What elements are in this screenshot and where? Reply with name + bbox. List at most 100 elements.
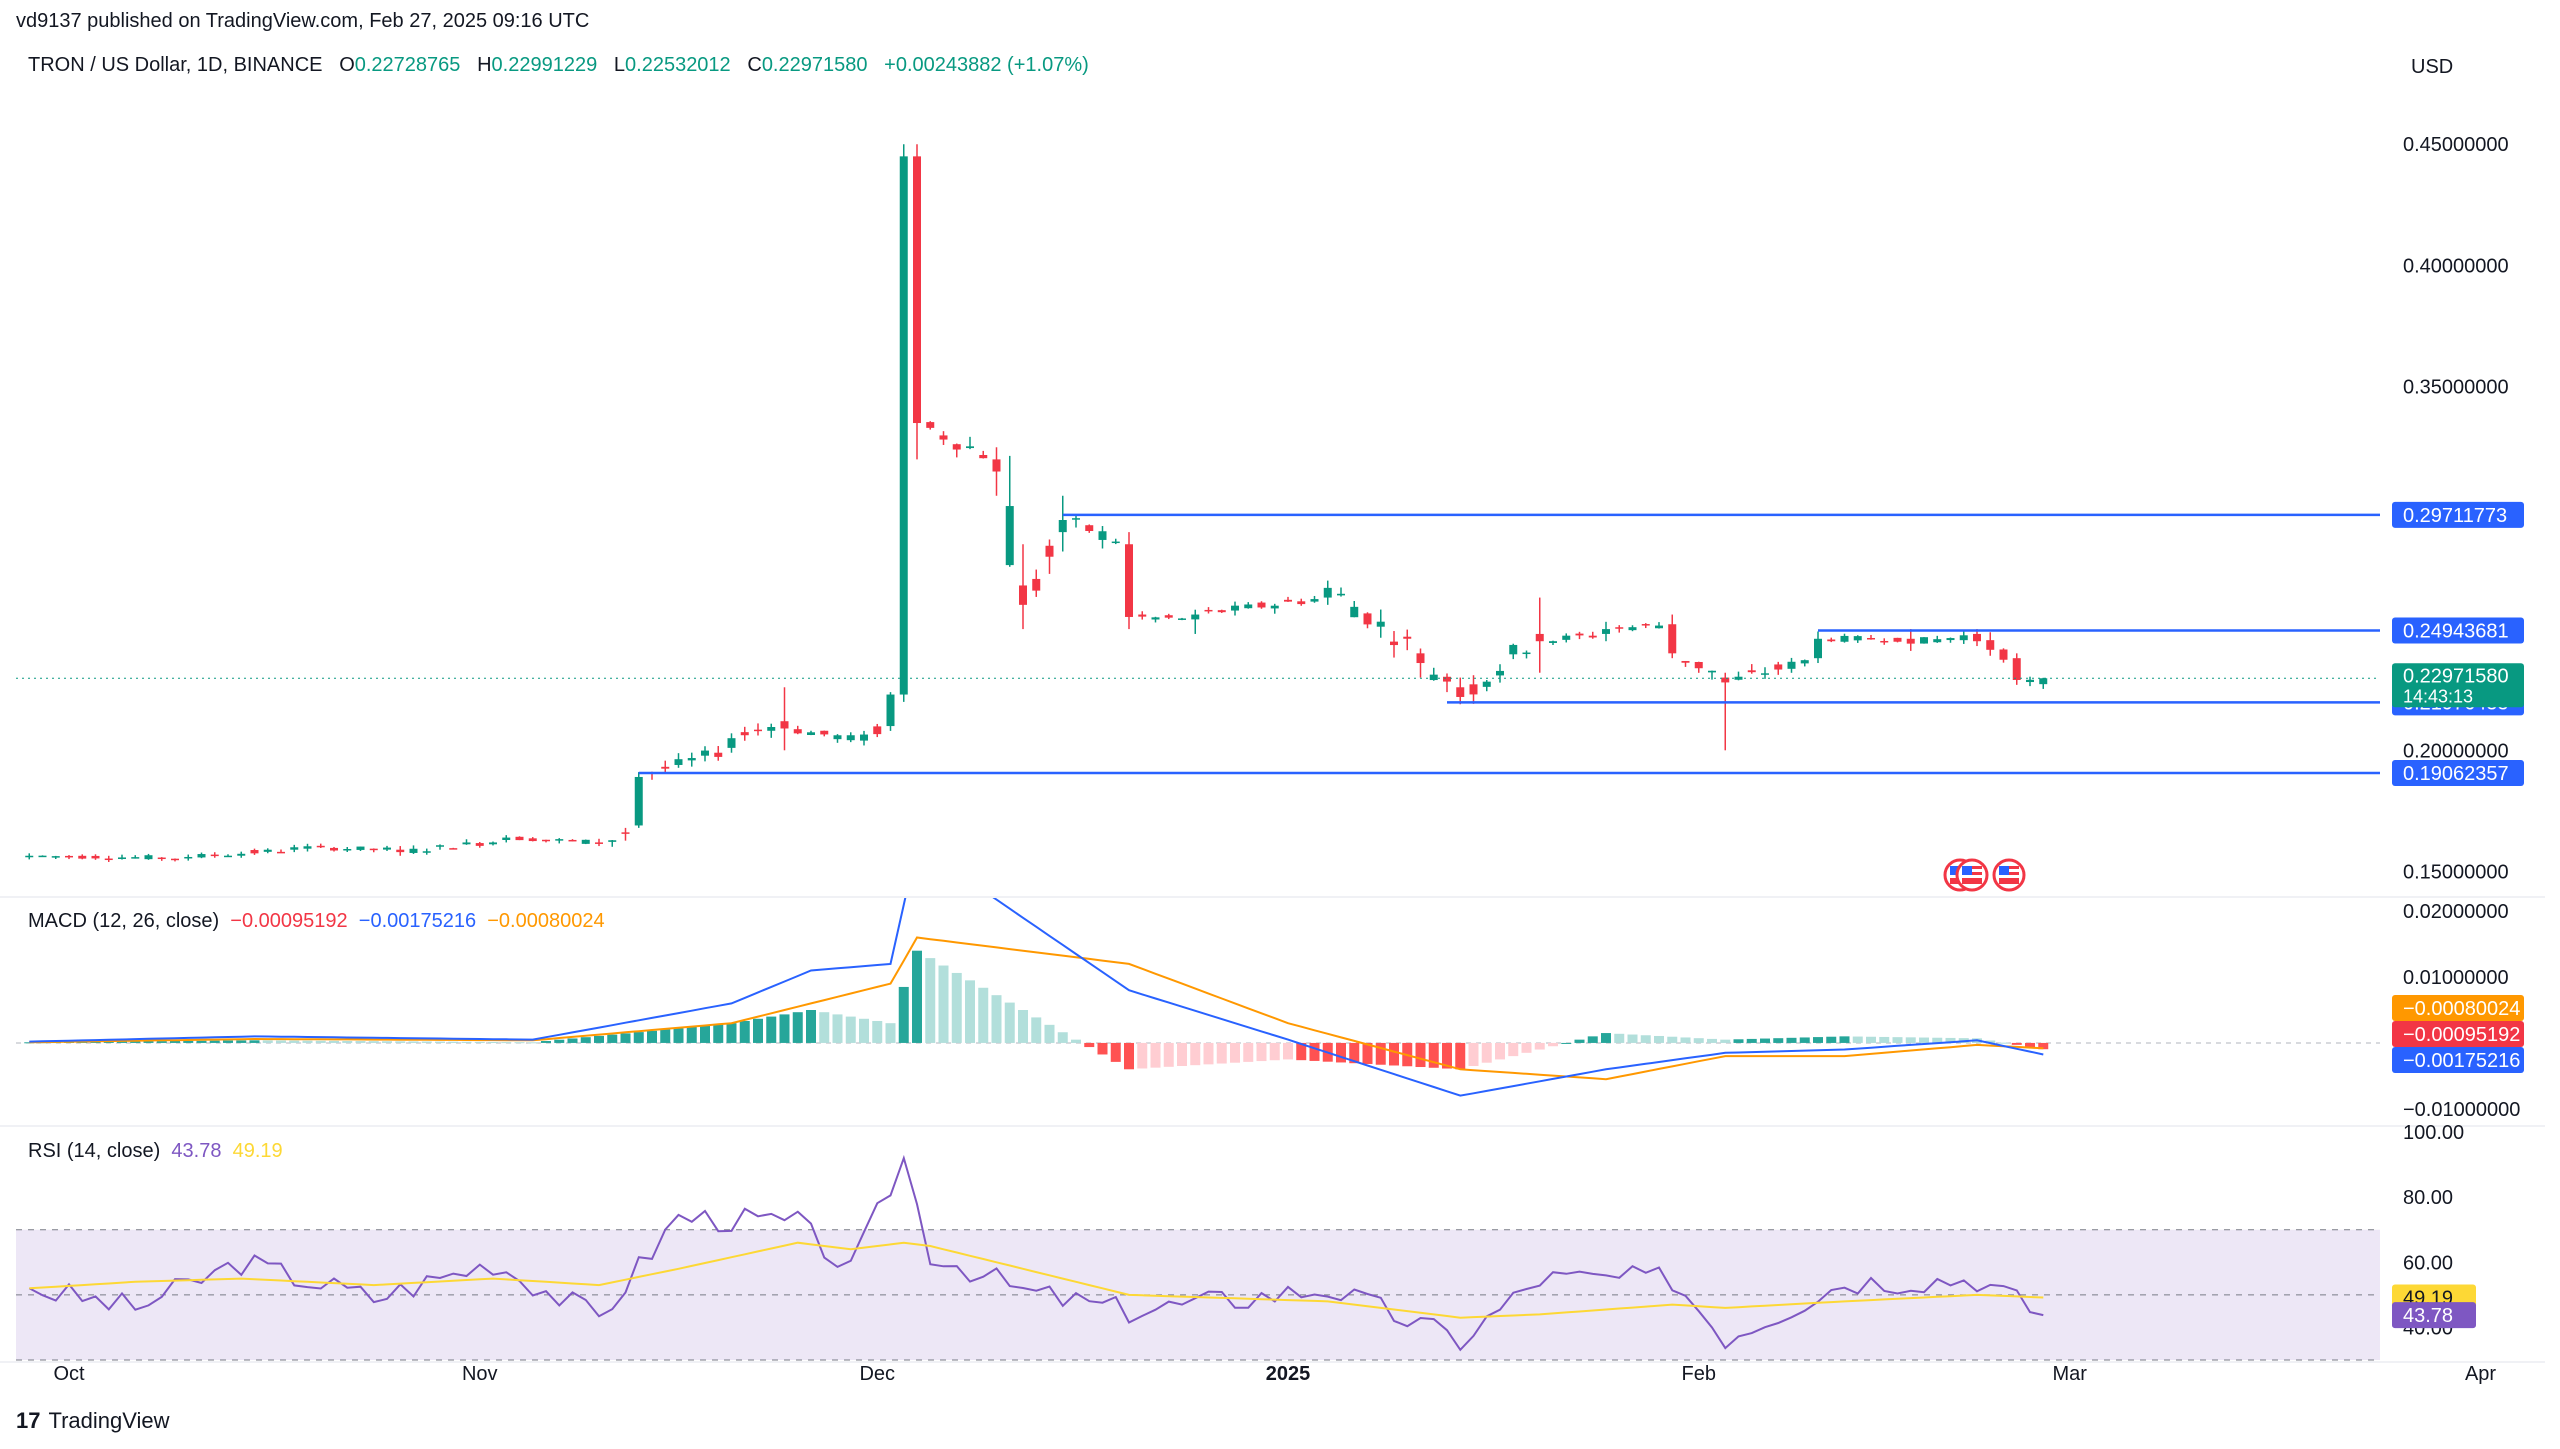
macd-histogram-bar <box>1614 1033 1625 1043</box>
macd-histogram-bar <box>302 1040 313 1043</box>
candle-body <box>1191 614 1200 620</box>
rsi-tick-label: 100.00 <box>2403 1122 2464 1144</box>
macd-histogram-bar <box>1057 1032 1068 1043</box>
macd-histogram-bar <box>1442 1042 1452 1069</box>
rsi-title[interactable]: RSI (14, close) <box>28 1140 161 1162</box>
macd-signal-label-bg <box>2392 995 2524 1021</box>
open-label: O <box>339 54 355 76</box>
rsi-tick-label: 60.00 <box>2403 1252 2453 1274</box>
candle-body <box>899 156 908 695</box>
candle-body <box>1641 624 1650 626</box>
macd-histogram-bar <box>554 1039 565 1043</box>
candle-body <box>250 850 259 854</box>
macd-histogram-bar <box>527 1042 538 1044</box>
macd-histogram-bar <box>1216 1042 1227 1064</box>
candle-body <box>1535 633 1544 642</box>
macd-histogram-bar <box>1336 1042 1346 1063</box>
price-tick-label: 0.40000000 <box>2403 255 2509 277</box>
candle-body <box>873 726 882 735</box>
macd-histogram-bar <box>1892 1037 1903 1043</box>
macd-legend: MACD (12, 26, close) −0.00095192 −0.0017… <box>28 910 605 933</box>
candle-body <box>65 855 73 858</box>
event-flags[interactable] <box>1943 858 2026 892</box>
macd-pane <box>16 898 2380 1097</box>
countdown-label: 14:43:13 <box>2403 686 2473 706</box>
macd-histogram-bar <box>2025 1042 2035 1048</box>
candle-body <box>1085 525 1094 531</box>
macd-histogram-bar <box>1799 1037 1810 1043</box>
macd-histogram-bar <box>315 1040 326 1043</box>
macd-signal-value: −0.00080024 <box>487 910 605 932</box>
time-tick-label: Mar <box>2053 1363 2088 1385</box>
candle-body <box>1694 661 1703 669</box>
macd-histogram-bar <box>1349 1042 1360 1064</box>
macd-title[interactable]: MACD (12, 26, close) <box>28 910 220 932</box>
low-label: L <box>613 54 626 76</box>
macd-histogram-bar <box>1654 1035 1664 1043</box>
macd-histogram-bar <box>1773 1038 1784 1043</box>
tradingview-logo[interactable]: 17 TradingView <box>16 1408 170 1434</box>
candle-body <box>2012 658 2021 680</box>
candle-body <box>369 848 378 851</box>
macd-histogram-bar <box>1362 1042 1373 1064</box>
level-label: 0.19062357 <box>2403 763 2509 785</box>
us-flag-icon[interactable] <box>1992 858 2026 892</box>
candle-body <box>263 849 272 852</box>
candle-body <box>674 759 683 765</box>
macd-histogram-bar <box>474 1041 485 1043</box>
time-tick-label: Dec <box>859 1363 895 1385</box>
macd-histogram-bar <box>620 1033 631 1043</box>
candle-body <box>1959 635 1968 641</box>
macd-histogram-bar <box>580 1037 591 1043</box>
candle-body <box>78 855 87 859</box>
candle-body <box>224 855 232 858</box>
macd-histogram-bar <box>1733 1039 1744 1043</box>
macd-histogram-bar <box>1428 1042 1439 1068</box>
macd-histogram-bar <box>1826 1036 1837 1043</box>
macd-tick-label: 0.02000000 <box>2403 901 2509 923</box>
macd-histogram-bar <box>183 1040 194 1043</box>
candle-body <box>1032 578 1041 591</box>
candle-body <box>316 845 325 848</box>
macd-histogram-bar <box>236 1040 247 1043</box>
candle-body <box>820 730 829 735</box>
candle-body <box>1562 635 1571 640</box>
macd-histogram-bar <box>1548 1042 1558 1047</box>
candle-body <box>277 851 285 854</box>
macd-tick-label: 0.01000000 <box>2403 967 2509 989</box>
macd-histogram-bar <box>514 1042 525 1044</box>
macd-histogram-bar <box>1813 1037 1823 1043</box>
macd-line-value: −0.00175216 <box>358 910 477 932</box>
macd-histogram-bar <box>951 972 962 1043</box>
macd-histogram-bar <box>806 1010 816 1043</box>
macd-histogram-bar <box>700 1025 710 1043</box>
price-pane <box>16 144 2380 862</box>
us-flag-icon[interactable] <box>1955 858 1989 892</box>
macd-histogram-bar <box>461 1041 472 1043</box>
candle-body <box>290 847 299 850</box>
macd-histogram-bar <box>1839 1036 1850 1043</box>
macd-histogram-bar <box>421 1041 432 1043</box>
macd-histogram-bar <box>660 1029 671 1043</box>
candle-body <box>1628 627 1637 631</box>
macd-histogram-bar <box>395 1041 406 1043</box>
candle-body <box>555 839 564 841</box>
candle-body <box>51 856 60 858</box>
candle-body <box>1323 587 1332 598</box>
macd-histogram-bar <box>845 1016 856 1043</box>
macd-histogram-bar <box>355 1041 366 1043</box>
macd-histogram-bar <box>488 1042 498 1043</box>
candle-body <box>1906 638 1915 644</box>
currency-label[interactable]: USD <box>2411 56 2454 78</box>
symbol-title[interactable]: TRON / US Dollar, 1D, BINANCE <box>28 54 323 76</box>
macd-histogram-bar <box>276 1040 286 1043</box>
axes: 0.45000000 0.40000000 0.35000000 0.20000000… <box>0 134 2545 1385</box>
candle-body <box>303 846 312 849</box>
level-label-bg <box>2392 501 2524 528</box>
candle-body <box>1297 601 1306 605</box>
candle-body <box>1429 674 1438 681</box>
candle-body <box>1045 545 1054 557</box>
macd-hist-label: −0.00095192 <box>2403 1024 2520 1046</box>
macd-histogram-bar <box>1746 1038 1757 1043</box>
